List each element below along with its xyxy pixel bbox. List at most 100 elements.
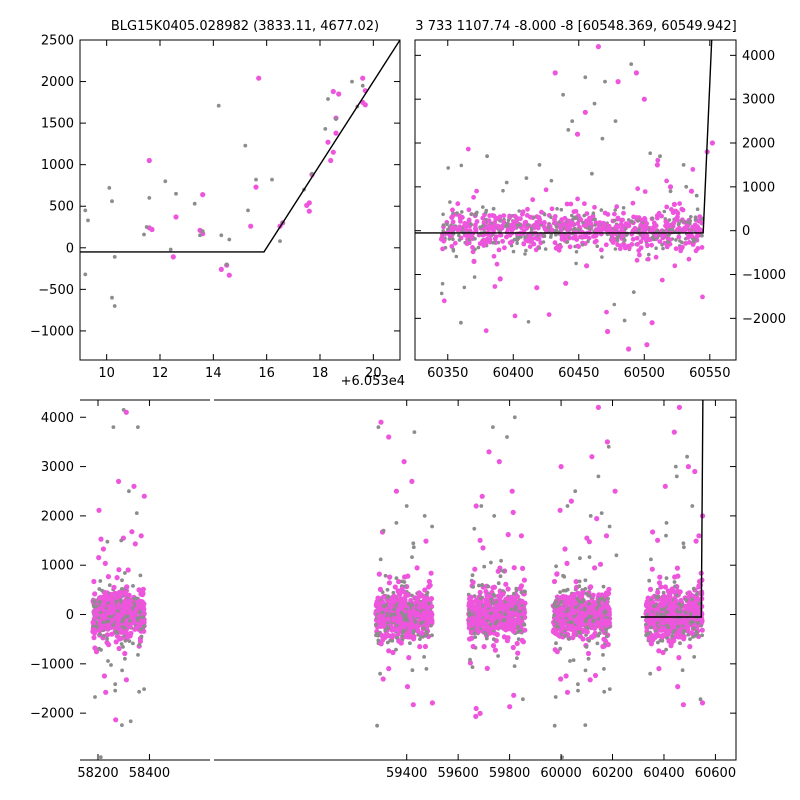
data-point <box>575 620 581 626</box>
data-point <box>491 584 498 590</box>
x-tick-label: 60550 <box>689 366 730 381</box>
data-point <box>137 689 142 694</box>
data-point <box>128 719 133 724</box>
data-point <box>98 599 102 604</box>
data-point <box>606 621 612 627</box>
data-point <box>505 227 511 232</box>
data-point <box>661 229 666 233</box>
data-point <box>524 248 528 253</box>
data-point <box>410 702 416 708</box>
data-point <box>573 226 577 231</box>
data-point <box>606 444 611 449</box>
data-point <box>466 217 472 223</box>
x-tick-label: 60000 <box>540 766 581 781</box>
data-point <box>678 245 683 251</box>
data-point <box>539 209 544 215</box>
data-point <box>111 623 116 627</box>
data-point <box>473 222 478 228</box>
data-point <box>487 232 493 238</box>
data-point <box>100 546 106 552</box>
data-point <box>554 224 559 229</box>
data-point <box>566 218 572 224</box>
data-point <box>123 656 127 661</box>
data-point <box>411 630 416 635</box>
data-point <box>587 227 592 231</box>
data-point <box>615 235 619 240</box>
data-point <box>676 655 682 661</box>
data-point <box>381 619 387 625</box>
data-point <box>647 578 652 583</box>
data-point <box>557 223 563 228</box>
data-point <box>421 626 426 630</box>
data-point <box>674 565 681 571</box>
data-point <box>426 584 432 590</box>
y-tick-label: 1000 <box>742 180 775 195</box>
data-point <box>101 633 106 638</box>
data-point <box>219 233 224 238</box>
y-tick-label: 0 <box>742 224 750 239</box>
data-point <box>116 645 122 652</box>
data-point <box>664 204 670 210</box>
data-point <box>447 237 452 241</box>
data-point <box>388 638 393 643</box>
data-point <box>397 625 403 631</box>
data-point <box>709 140 716 146</box>
data-point <box>670 634 675 638</box>
data-point <box>504 180 509 185</box>
data-point <box>542 220 547 225</box>
data-point <box>102 560 108 567</box>
data-point <box>634 257 640 263</box>
data-point <box>409 478 415 484</box>
data-point <box>655 537 661 543</box>
data-point <box>493 622 498 626</box>
data-point <box>574 131 581 137</box>
data-point <box>493 234 499 240</box>
data-point <box>487 630 493 636</box>
panel-2-points <box>415 40 716 352</box>
data-point <box>638 245 644 251</box>
data-point <box>467 660 473 666</box>
data-point <box>405 592 411 598</box>
data-point <box>468 630 474 636</box>
data-point <box>546 225 551 230</box>
data-point <box>97 620 103 626</box>
data-point <box>512 213 518 219</box>
data-point <box>96 507 102 513</box>
data-point <box>227 237 232 242</box>
data-point <box>474 597 480 603</box>
data-point <box>645 242 650 248</box>
data-point <box>555 632 561 638</box>
data-point <box>654 162 661 168</box>
x-tick-label: 59800 <box>489 766 530 781</box>
data-point <box>667 223 673 229</box>
data-point <box>520 211 525 217</box>
data-point <box>485 225 491 231</box>
data-point <box>383 628 388 633</box>
data-point <box>606 612 612 618</box>
data-point <box>105 539 110 544</box>
data-point <box>495 223 501 229</box>
data-point <box>121 625 126 630</box>
data-point <box>492 514 497 518</box>
data-point <box>585 625 589 630</box>
data-point <box>580 243 585 247</box>
data-point <box>104 632 110 638</box>
data-point <box>396 590 402 596</box>
data-point <box>515 241 519 245</box>
data-point <box>429 619 435 625</box>
data-point <box>448 200 452 204</box>
data-point <box>385 616 391 622</box>
data-point <box>655 606 661 613</box>
data-point <box>120 578 124 583</box>
data-point <box>484 210 488 215</box>
x-tick-label: 58200 <box>77 766 118 781</box>
data-point <box>91 578 97 585</box>
data-point <box>112 304 117 308</box>
data-point <box>671 638 677 644</box>
data-point <box>575 625 581 631</box>
data-point <box>144 225 149 229</box>
data-point <box>527 244 533 250</box>
data-point <box>426 601 431 606</box>
data-point <box>473 713 479 720</box>
data-point <box>691 626 696 630</box>
